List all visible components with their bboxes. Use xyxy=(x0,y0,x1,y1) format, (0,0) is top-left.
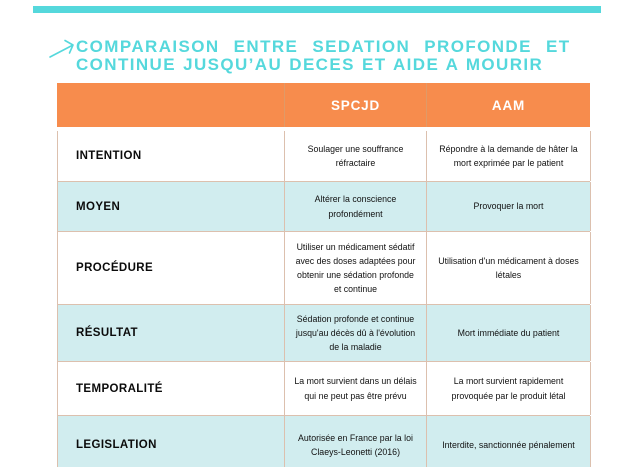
page-title-line1: COMPARAISON ENTRE SEDATION PROFONDE ET xyxy=(76,37,571,56)
table-row: PROCÉDURE Utiliser un médicament sédatif… xyxy=(58,232,591,305)
cell-aam: La mort survient rapidement provoquée pa… xyxy=(427,362,591,415)
cell-spcjd: Sédation profonde et continue jusqu'au d… xyxy=(285,305,427,361)
cell-aam: Mort immédiate du patient xyxy=(427,305,591,361)
table-row: TEMPORALITÉ La mort survient dans un dél… xyxy=(58,362,591,416)
row-label: RÉSULTAT xyxy=(58,305,285,361)
header-cell-aam: AAM xyxy=(426,83,590,127)
cell-spcjd: Utiliser un médicament sédatif avec des … xyxy=(285,232,427,304)
row-label: TEMPORALITÉ xyxy=(58,362,285,415)
row-label: INTENTION xyxy=(58,131,285,181)
header-cell-empty xyxy=(57,83,284,127)
row-label: LEGISLATION xyxy=(58,416,285,467)
row-label: PROCÉDURE xyxy=(58,232,285,304)
table-row: INTENTION Soulager une souffrance réfrac… xyxy=(58,131,591,182)
cell-aam: Provoquer la mort xyxy=(427,182,591,231)
cell-spcjd: La mort survient dans un délais qui ne p… xyxy=(285,362,427,415)
cell-spcjd: Soulager une souffrance réfractaire xyxy=(285,131,427,181)
table-row: MOYEN Altérer la conscience profondément… xyxy=(58,182,591,232)
cell-spcjd: Altérer la conscience profondément xyxy=(285,182,427,231)
table-row: LEGISLATION Autorisée en France par la l… xyxy=(58,416,591,467)
cell-spcjd: Autorisée en France par la loi Claeys-Le… xyxy=(285,416,427,467)
table-body: INTENTION Soulager une souffrance réfrac… xyxy=(57,131,591,467)
cell-aam: Répondre à la demande de hâter la mort e… xyxy=(427,131,591,181)
page-title-line2: CONTINUE JUSQU’AU DECES ET AIDE A MOURIR xyxy=(76,55,544,74)
table-row: RÉSULTAT Sédation profonde et continue j… xyxy=(58,305,591,362)
cell-aam: Interdite, sanctionnée pénalement xyxy=(427,416,591,467)
comparison-table: SPCJD AAM INTENTION Soulager une souffra… xyxy=(57,83,591,467)
table-header-row: SPCJD AAM xyxy=(57,83,590,127)
top-accent-bar xyxy=(33,6,601,13)
page-title: COMPARAISON ENTRE SEDATION PROFONDE ET C… xyxy=(76,38,616,74)
arrow-right-icon xyxy=(48,36,76,62)
row-label: MOYEN xyxy=(58,182,285,231)
header-cell-spcjd: SPCJD xyxy=(284,83,426,127)
cell-aam: Utilisation d'un médicament à doses léta… xyxy=(427,232,591,304)
